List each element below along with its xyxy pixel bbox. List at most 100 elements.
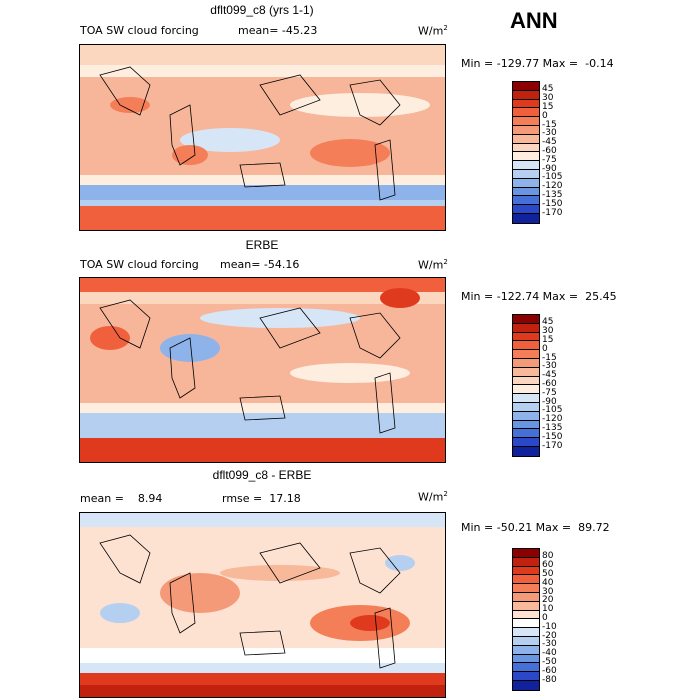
colorbar-tick-label: -60 <box>542 378 557 389</box>
panel-2-units: W/m2 <box>418 258 448 272</box>
panel-1-title: dflt099_c8 (yrs 1-1) <box>210 3 314 17</box>
colorbar-tick-label: -170 <box>542 207 563 218</box>
panel-1-map-graphic <box>80 45 445 230</box>
colorbar-tick-label: -80 <box>542 674 557 685</box>
panel-2-map <box>79 277 446 463</box>
colorbar-swatch <box>512 565 540 576</box>
colorbar-tick-label: 15 <box>542 101 554 112</box>
colorbar-swatch <box>512 627 540 637</box>
colorbar-swatch <box>512 133 540 144</box>
colorbar-tick-label: -90 <box>542 396 557 407</box>
colorbar-swatch <box>512 107 540 118</box>
colorbar-tick-label: 80 <box>542 551 554 562</box>
panel-1-minmax: Min = -129.77 Max = -0.14 <box>461 57 614 70</box>
colorbar-swatch <box>512 366 540 377</box>
colorbar-tick-label: 45 <box>542 317 554 328</box>
colorbar-swatch <box>512 402 540 412</box>
panel-2-map-graphic <box>80 278 445 462</box>
panel-1-map <box>79 44 446 231</box>
colorbar-tick-label: 45 <box>542 84 554 95</box>
colorbar-swatch <box>512 358 540 368</box>
colorbar-swatch <box>512 314 540 324</box>
colorbar-swatch <box>512 81 540 91</box>
colorbar-tick-label: -105 <box>542 405 563 416</box>
colorbar-tick-label: -75 <box>542 154 557 165</box>
panel-3-mean-label: mean = 8.94 <box>80 492 163 505</box>
colorbar-tick-label: -50 <box>542 656 557 667</box>
colorbar-tick-label: -105 <box>542 172 563 183</box>
colorbar-swatch <box>512 349 540 359</box>
colorbar-tick-label: 0 <box>542 110 548 121</box>
colorbar-swatch <box>512 410 540 421</box>
colorbar-swatch <box>512 331 540 342</box>
colorbar-tick-label: -90 <box>542 163 557 174</box>
colorbar-tick-label: -45 <box>542 370 557 381</box>
colorbar-swatch <box>512 169 540 179</box>
colorbar-tick-label: -120 <box>542 414 563 425</box>
colorbar-swatch <box>512 574 540 585</box>
colorbar-tick-label: -150 <box>542 198 563 209</box>
panel-3-map <box>79 512 446 698</box>
panel-3-map-graphic <box>80 513 445 697</box>
panel-2-minmax: Min = -122.74 Max = 25.45 <box>461 290 617 303</box>
colorbar-tick-label: -30 <box>542 639 557 650</box>
colorbar-tick-label: 30 <box>542 93 554 104</box>
colorbar-tick-label: -20 <box>542 630 557 641</box>
colorbar-swatch <box>512 680 540 690</box>
panel-1-units: W/m2 <box>418 24 448 38</box>
colorbar-tick-label: 30 <box>542 586 554 597</box>
panel-2-variable-label: TOA SW cloud forcing <box>80 258 199 271</box>
colorbar-swatch <box>512 89 540 100</box>
colorbar-swatch <box>512 653 540 664</box>
colorbar-swatch <box>512 636 540 646</box>
colorbar-tick-label: -30 <box>542 128 557 139</box>
colorbar-tick-label: 40 <box>542 577 554 588</box>
colorbar-swatch <box>512 393 540 403</box>
colorbar-swatch <box>512 98 540 109</box>
colorbar-tick-label: 30 <box>542 326 554 337</box>
colorbar-swatch <box>512 186 540 197</box>
panel-3-title: dflt099_c8 - ERBE <box>212 468 312 482</box>
colorbar-swatch <box>512 340 540 351</box>
colorbar-swatch <box>512 160 540 170</box>
colorbar-swatch <box>512 446 540 456</box>
colorbar-tick-label: 0 <box>542 612 548 623</box>
colorbar-swatch <box>512 177 540 188</box>
colorbar-swatch <box>512 600 540 611</box>
colorbar-swatch <box>512 116 540 126</box>
panel-2-mean-label: mean= -54.16 <box>220 258 300 271</box>
colorbar-swatch <box>512 384 540 395</box>
colorbar-tick-label: 20 <box>542 595 554 606</box>
colorbar-swatch <box>512 375 540 386</box>
colorbar-swatch <box>512 428 540 439</box>
colorbar-tick-label: -150 <box>542 431 563 442</box>
colorbar-swatch <box>512 125 540 135</box>
colorbar-tick-label: -120 <box>542 181 563 192</box>
colorbar-swatch <box>512 583 540 593</box>
colorbar-swatch <box>512 437 540 447</box>
season-label: ANN <box>510 8 558 33</box>
colorbar-tick-label: -15 <box>542 119 557 130</box>
colorbar-swatch <box>512 609 540 620</box>
colorbar-tick-label: -45 <box>542 137 557 148</box>
colorbar-tick-label: 60 <box>542 560 554 571</box>
colorbar-swatch <box>512 662 540 673</box>
colorbar-tick-label: -60 <box>542 145 557 156</box>
colorbar-tick-label: 15 <box>542 334 554 345</box>
panel-3-minmax: Min = -50.21 Max = 89.72 <box>461 521 610 534</box>
colorbar-swatch <box>512 419 540 430</box>
colorbar-tick-label: -10 <box>542 621 557 632</box>
colorbar-swatch <box>512 151 540 162</box>
colorbar-swatch <box>512 142 540 153</box>
panel-1-mean-label: mean= -45.23 <box>238 24 318 37</box>
colorbar-tick-label: 50 <box>542 568 554 579</box>
colorbar-swatch <box>512 204 540 214</box>
colorbar-tick-label: -60 <box>542 665 557 676</box>
panel-3-units: W/m2 <box>418 490 448 504</box>
colorbar-swatch <box>512 322 540 333</box>
panel-2-title: ERBE <box>245 238 279 252</box>
colorbar-swatch <box>512 618 540 629</box>
colorbar-swatch <box>512 548 540 558</box>
colorbar-tick-label: -135 <box>542 189 563 200</box>
panel-3-rmse-label: rmse = 17.18 <box>222 492 301 505</box>
